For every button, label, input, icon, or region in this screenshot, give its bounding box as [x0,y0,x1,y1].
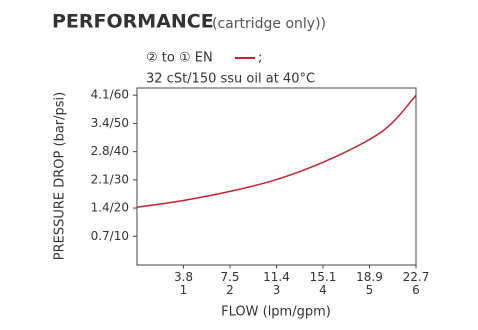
x-tick-label: 22.7 6 [403,270,430,297]
legend-label: ② to ① EN [146,51,213,66]
x-axis-label: FLOW (lpm/gpm) [221,305,331,320]
y-axis-label: PRESSURE DROP (bar/psi) [53,92,68,260]
y-tick-label: 1.4/20 [91,201,129,215]
data-line [136,94,417,208]
chart-title: PERFORMANCE [52,11,214,33]
y-tick-label: 0.7/10 [91,229,129,243]
plot-frame [136,87,417,266]
y-tick-label: 3.4/50 [91,116,129,130]
x-tick-label: 3.8 1 [174,270,193,297]
y-tick-label: 2.1/30 [91,172,129,186]
x-tick-label: 11.4 3 [263,270,290,297]
annotation: 32 cSt/150 ssu oil at 40°C [146,72,315,87]
chart-subtitle: (cartridge only)) [212,16,326,32]
y-tick-label: 4.1/60 [91,88,129,102]
y-tick-label: 2.8/40 [91,144,129,158]
x-tick-label: 18.9 5 [356,270,383,297]
x-tick-label: 7.5 2 [220,270,239,297]
x-tick-label: 15.1 4 [310,270,337,297]
legend-suffix: ; [258,51,262,66]
